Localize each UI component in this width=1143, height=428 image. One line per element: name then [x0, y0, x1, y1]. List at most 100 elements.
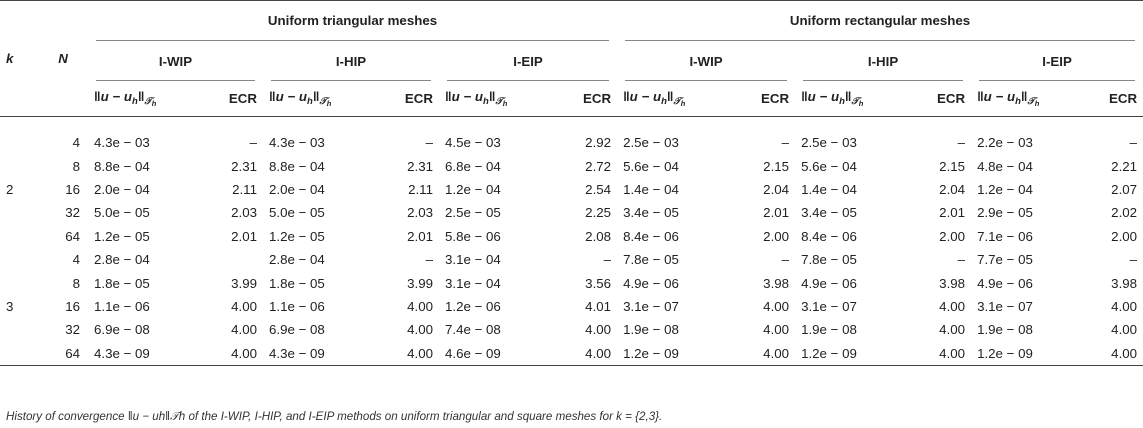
ecr-cell: 2.31: [231, 158, 257, 174]
error-cell: 1.2e − 09: [795, 341, 906, 366]
error-cell: 8.4e − 06: [623, 228, 679, 244]
ecr-cell: 2.92: [585, 135, 612, 151]
error-cell: 7.7e − 05: [977, 252, 1033, 268]
ecr-cell: 2.07: [1111, 181, 1138, 197]
error-cell: 2.5e − 03: [623, 135, 679, 151]
k-cell: 2: [6, 181, 14, 197]
error-cell: 8.8e − 04: [94, 158, 150, 174]
error-cell: 4.9e − 06: [977, 275, 1033, 291]
ecr-cell: –: [249, 135, 257, 151]
table-row: 2 16 2.0e − 04 2.11 2.0e − 04 2.11 1.2e − 04 2.…: [0, 178, 1143, 201]
error-cell: 4.9e − 06: [623, 275, 679, 291]
ecr-cell: –: [1129, 252, 1138, 268]
n-cell: 4: [72, 252, 80, 268]
error-cell: 3.1e − 04: [445, 252, 501, 268]
norm-column-header: ‖u − uh‖𝒯h: [439, 80, 553, 117]
ecr-cell: 2.08: [585, 228, 612, 244]
ecr-cell: –: [425, 252, 433, 268]
ecr-cell: 2.01: [939, 205, 966, 221]
ecr-cell: 2.11: [232, 181, 257, 197]
error-cell: 6.9e − 08: [94, 322, 150, 338]
ecr-column-header: ECR: [373, 80, 439, 117]
ecr-cell: 4.00: [905, 341, 972, 366]
error-cell: 5.6e − 04: [623, 158, 679, 174]
ecr-cell: 2.00: [939, 228, 966, 244]
error-cell: 2.5e − 03: [801, 135, 857, 151]
error-cell: 4.3e − 03: [94, 135, 150, 151]
error-cell: 7.8e − 05: [623, 252, 679, 268]
ecr-cell: 4.00: [1089, 341, 1143, 366]
group-header-rectangular: Uniform rectangular meshes: [617, 0, 1143, 43]
ecr-column-header: ECR: [731, 80, 796, 117]
ecr-cell: 4.01: [585, 298, 612, 314]
ecr-cell: –: [1129, 135, 1138, 151]
table-row: 64 1.2e − 05 2.01 1.2e − 05 2.01 5.8e − 06 2.0…: [0, 225, 1143, 248]
method-header: I-HIP: [263, 43, 439, 81]
group-label: Uniform rectangular meshes: [625, 2, 1136, 42]
ecr-cell: 3.98: [763, 275, 790, 291]
error-cell: 1.2e − 06: [445, 298, 501, 314]
error-cell: 1.2e − 04: [977, 181, 1033, 197]
ecr-cell: 2.15: [763, 158, 790, 174]
error-cell: 6.9e − 08: [269, 322, 325, 338]
error-cell: 5.8e − 06: [445, 228, 501, 244]
group-header-triangular: Uniform triangular meshes: [88, 0, 618, 43]
error-cell: 2.8e − 04: [94, 252, 150, 268]
error-cell: 1.2e − 05: [269, 228, 325, 244]
method-header: I-WIP: [617, 43, 795, 81]
ecr-cell: –: [425, 135, 433, 151]
error-cell: 3.1e − 07: [977, 298, 1033, 314]
ecr-cell: 4.00: [407, 322, 433, 338]
error-cell: 3.1e − 07: [801, 298, 857, 314]
table-row: 32 6.9e − 08 4.00 6.9e − 08 4.00 7.4e − 08 4.0…: [0, 318, 1143, 341]
n-cell: 64: [65, 228, 80, 244]
n-cell: 8: [72, 158, 80, 174]
ecr-cell: –: [957, 252, 966, 268]
ecr-cell: 2.03: [231, 205, 257, 221]
error-cell: 1.8e − 05: [94, 275, 150, 291]
ecr-cell: 2.03: [407, 205, 433, 221]
ecr-cell: 2.02: [1111, 205, 1138, 221]
ecr-cell: 4.00: [1111, 322, 1138, 338]
error-cell: 2.0e − 04: [94, 181, 150, 197]
k-cell: [0, 201, 38, 224]
ecr-cell: 2.00: [1111, 228, 1138, 244]
k-header: k: [0, 0, 38, 117]
k-cell: [0, 318, 38, 341]
ecr-cell: 4.00: [939, 322, 966, 338]
ecr-cell: 2.15: [939, 158, 966, 174]
error-cell: 2.8e − 04: [269, 252, 325, 268]
error-cell: 4.9e − 06: [801, 275, 857, 291]
error-cell: 4.6e − 09: [439, 341, 553, 366]
error-cell: 4.3e − 09: [88, 341, 198, 366]
ecr-cell: –: [781, 135, 790, 151]
norm-column-header: ‖u − uh‖𝒯h: [971, 80, 1090, 117]
ecr-cell: 2.01: [231, 228, 257, 244]
ecr-cell: 4.00: [231, 298, 257, 314]
error-cell: 1.2e − 09: [617, 341, 732, 366]
ecr-cell: 3.99: [407, 275, 433, 291]
method-header: I-HIP: [795, 43, 971, 81]
error-cell: 1.2e − 04: [445, 181, 501, 197]
ecr-cell: 2.21: [1111, 158, 1138, 174]
error-cell: 4.3e − 09: [263, 341, 373, 366]
table-row: 3 16 1.1e − 06 4.00 1.1e − 06 4.00 1.2e − 06 4.…: [0, 295, 1143, 318]
ecr-cell: –: [603, 252, 612, 268]
error-cell: 1.2e − 05: [94, 228, 150, 244]
n-cell: 16: [65, 298, 80, 314]
n-cell: 32: [65, 205, 80, 221]
ecr-cell: 4.00: [763, 322, 790, 338]
ecr-cell: 4.00: [198, 341, 263, 366]
norm-column-header: ‖u − uh‖𝒯h: [263, 80, 373, 117]
error-cell: 1.4e − 04: [801, 181, 857, 197]
norm-column-header: ‖u − uh‖𝒯h: [617, 80, 732, 117]
ecr-cell: 4.00: [553, 341, 618, 366]
error-cell: 2.5e − 05: [445, 205, 501, 221]
k-cell: 3: [6, 298, 14, 314]
ecr-cell: 2.01: [407, 228, 433, 244]
error-cell: 7.4e − 08: [445, 322, 501, 338]
table-row: 4 2.8e − 04 2.8e − 04–3.1e − 04–7.8e − 05–…: [0, 248, 1143, 271]
error-cell: 3.4e − 05: [623, 205, 679, 221]
ecr-cell: 4.00: [1111, 298, 1138, 314]
ecr-cell: –: [781, 252, 790, 268]
